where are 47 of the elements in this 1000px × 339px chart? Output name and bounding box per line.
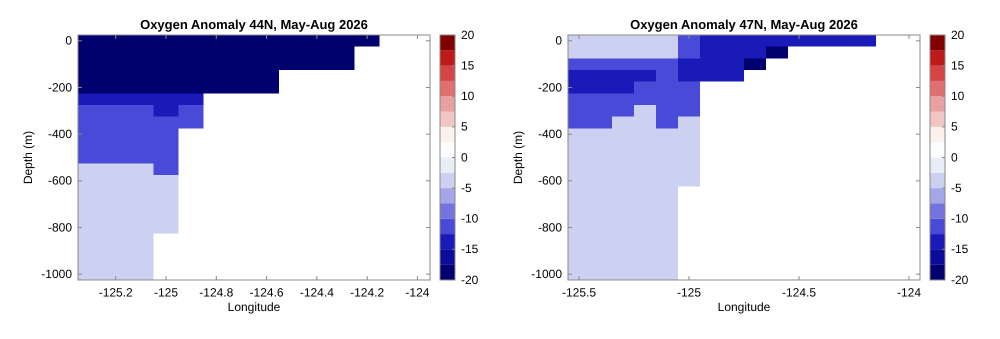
color-bar-label: -5 xyxy=(461,180,472,195)
x-tick-label: -124.6 xyxy=(250,286,284,300)
color-bar-label: 5 xyxy=(951,120,958,134)
x-tick-label: -124.8 xyxy=(199,286,234,300)
x-tick-label: -124 xyxy=(405,286,430,300)
color-bar-label: 20 xyxy=(461,28,475,42)
y-tick-label: -800 xyxy=(48,220,72,234)
y-tick-label: -1000 xyxy=(531,267,562,282)
chart-title: Oxygen Anomaly 47N, May-Aug 2026 xyxy=(630,17,858,32)
color-bar-label: -20 xyxy=(461,272,479,287)
color-bar-label: 10 xyxy=(461,89,475,104)
y-tick-label: -600 xyxy=(538,174,562,188)
x-axis-title: Longitude xyxy=(718,300,771,314)
color-bar-label: 5 xyxy=(461,120,468,134)
color-bar-label: 15 xyxy=(951,58,965,72)
x-tick-label: -124.2 xyxy=(350,286,384,300)
color-bar-label: -15 xyxy=(461,242,479,256)
x-tick-label: -124.5 xyxy=(782,286,816,300)
chart-title: Oxygen Anomaly 44N, May-Aug 2026 xyxy=(140,17,368,32)
y-tick-label: -400 xyxy=(48,127,72,142)
y-tick-label: 0 xyxy=(555,34,562,48)
color-bar-label: -15 xyxy=(951,242,969,256)
x-tick-label: -125 xyxy=(676,286,702,300)
y-axis-title: Depth (m) xyxy=(21,130,35,184)
color-bar-label: 15 xyxy=(461,58,475,72)
y-tick-label: -1000 xyxy=(41,267,72,282)
y-tick-label: -800 xyxy=(538,220,562,234)
color-bar-label: -10 xyxy=(461,212,479,226)
color-bar-label: 0 xyxy=(951,150,958,164)
x-tick-label: -125.2 xyxy=(98,286,134,300)
color-bar-label: -20 xyxy=(951,272,969,287)
color-bar-label: -5 xyxy=(951,180,962,195)
x-tick-label: -124.4 xyxy=(300,286,334,300)
color-bar-label: 20 xyxy=(951,28,965,42)
y-tick-label: -400 xyxy=(538,127,562,142)
color-bar-label: -10 xyxy=(951,212,969,226)
y-tick-label: 0 xyxy=(65,34,72,48)
color-bar-label: 10 xyxy=(951,89,965,104)
x-tick-label: -125 xyxy=(154,286,178,300)
y-tick-label: -200 xyxy=(538,80,562,94)
y-axis-title: Depth (m) xyxy=(511,130,525,184)
color-bar-label: 0 xyxy=(461,150,468,164)
x-axis-title: Longitude xyxy=(228,300,281,314)
x-tick-label: -125.5 xyxy=(562,286,596,300)
y-tick-label: -600 xyxy=(48,174,72,188)
y-tick-label: -200 xyxy=(48,80,72,94)
x-tick-label: -124 xyxy=(896,286,922,300)
